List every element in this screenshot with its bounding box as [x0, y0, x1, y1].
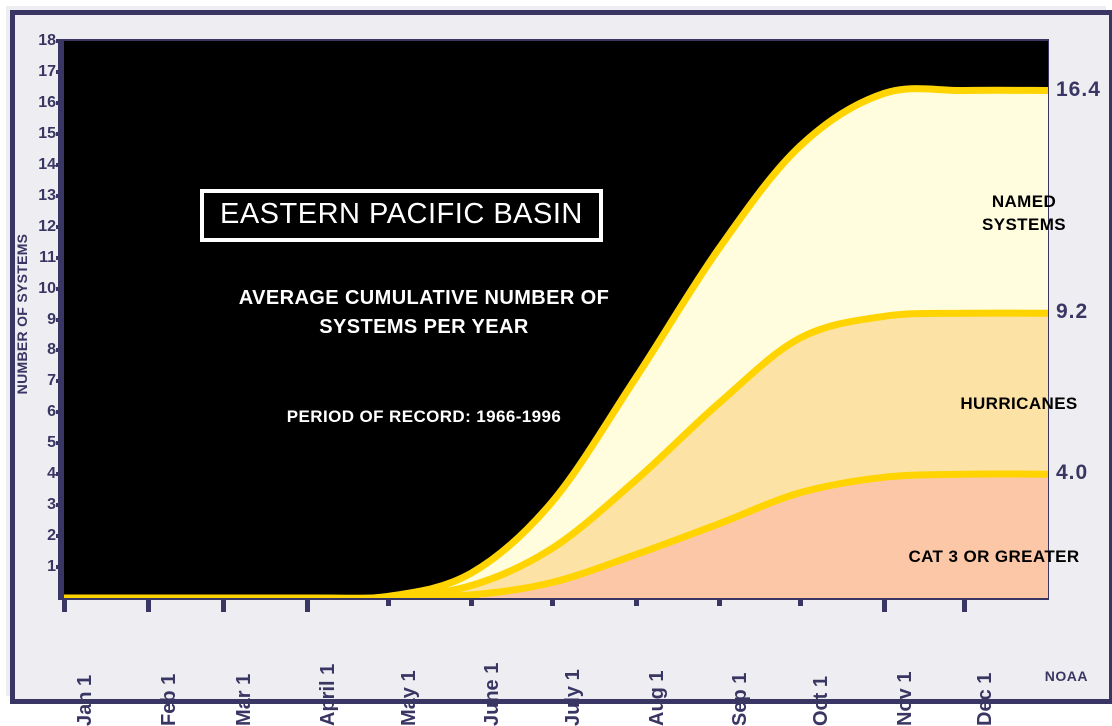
- x-tick-mark: [145, 600, 151, 612]
- noaa-credit: NOAA: [1044, 668, 1088, 684]
- area-fill: [64, 473, 1048, 598]
- y-tick-label: 15: [38, 124, 56, 142]
- named-label-line-1: NAMED: [991, 192, 1057, 211]
- x-tick-label: Dec 1: [974, 672, 997, 726]
- right-axis-value: 9.2: [1056, 300, 1089, 324]
- x-tick-mark: [797, 600, 803, 606]
- y-tick-label: 14: [38, 155, 56, 173]
- y-tick-label: 2: [47, 527, 56, 545]
- y-axis-ticks: 18 17 16 15 14 13 12 11 10 9 8 7 6 5 4 3 2 1: [6, 6, 61, 708]
- area-chart-svg: [64, 85, 1048, 598]
- y-tick-label: 12: [38, 217, 56, 235]
- x-tick-label: June 1: [481, 662, 504, 726]
- y-tick-label: 10: [38, 279, 56, 297]
- plot-canvas: [64, 41, 1048, 598]
- x-tick-label: Sep 1: [729, 672, 752, 726]
- series-line: [64, 309, 1048, 598]
- x-tick-label: July 1: [561, 669, 584, 726]
- y-tick-label: 3: [47, 496, 56, 514]
- y-tick-label: 5: [47, 434, 56, 452]
- x-tick-mark: [62, 600, 67, 612]
- period-of-record: PERIOD OF RECORD: 1966-1996: [286, 407, 562, 426]
- x-tick-mark: [549, 600, 555, 606]
- x-tick-label: Mar 1: [233, 673, 256, 726]
- y-tick-label: 16: [38, 93, 56, 111]
- series-label-cat3: CAT 3 OR GREATER: [908, 547, 1080, 566]
- series-line: [64, 85, 1048, 598]
- y-tick-label: 11: [39, 248, 56, 266]
- x-tick-label: Jan 1: [74, 674, 96, 726]
- y-tick-label: 13: [38, 186, 56, 204]
- series-label-hurricanes: HURRICANES: [960, 394, 1078, 413]
- y-axis-line-left: [58, 39, 65, 599]
- y-tick-label: 9: [47, 310, 56, 328]
- named-label-line-2: SYSTEMS: [981, 214, 1067, 234]
- x-tick-label: May 1: [397, 670, 420, 726]
- y-tick-label: 17: [38, 62, 56, 80]
- x-tick-mark: [469, 600, 475, 606]
- x-tick-mark: [633, 600, 639, 606]
- plot-region: EASTERN PACIFIC BASIN AVERAGE CUMULATIVE…: [64, 41, 1079, 598]
- chart-subtitle: AVERAGE CUMULATIVE NUMBER OF SYSTEMS PER…: [184, 284, 664, 342]
- x-tick-label: April 1: [316, 663, 339, 726]
- chart-title: EASTERN PACIFIC BASIN: [200, 189, 603, 242]
- x-tick-label: Aug 1: [645, 670, 668, 726]
- subtitle-line-2: SYSTEMS PER YEAR: [319, 316, 529, 338]
- subtitle-line-1: AVERAGE CUMULATIVE NUMBER OF: [238, 287, 610, 309]
- y-tick-label: 4: [47, 465, 56, 483]
- x-tick-mark: [717, 600, 723, 606]
- y-tick-label: 18: [38, 32, 56, 49]
- x-tick-mark: [221, 600, 227, 612]
- y-tick-label: 7: [47, 372, 56, 390]
- x-tick-label: Oct 1: [809, 675, 832, 726]
- right-axis-value: 4.0: [1056, 461, 1089, 485]
- x-tick-mark: [304, 600, 310, 612]
- y-tick-label: 6: [47, 403, 56, 421]
- y-tick-label: 8: [47, 341, 56, 359]
- x-tick-label: Feb 1: [157, 673, 180, 726]
- y-tick-label: 1: [47, 558, 56, 576]
- x-tick-label: Nov 1: [893, 671, 916, 726]
- series-line: [64, 470, 1048, 598]
- x-tick-mark: [962, 600, 968, 612]
- series-label-named-systems: NAMED SYSTEMS: [924, 191, 1112, 237]
- x-tick-mark: [385, 600, 391, 606]
- right-axis-value: 16.4: [1056, 77, 1101, 101]
- x-tick-mark: [881, 600, 887, 612]
